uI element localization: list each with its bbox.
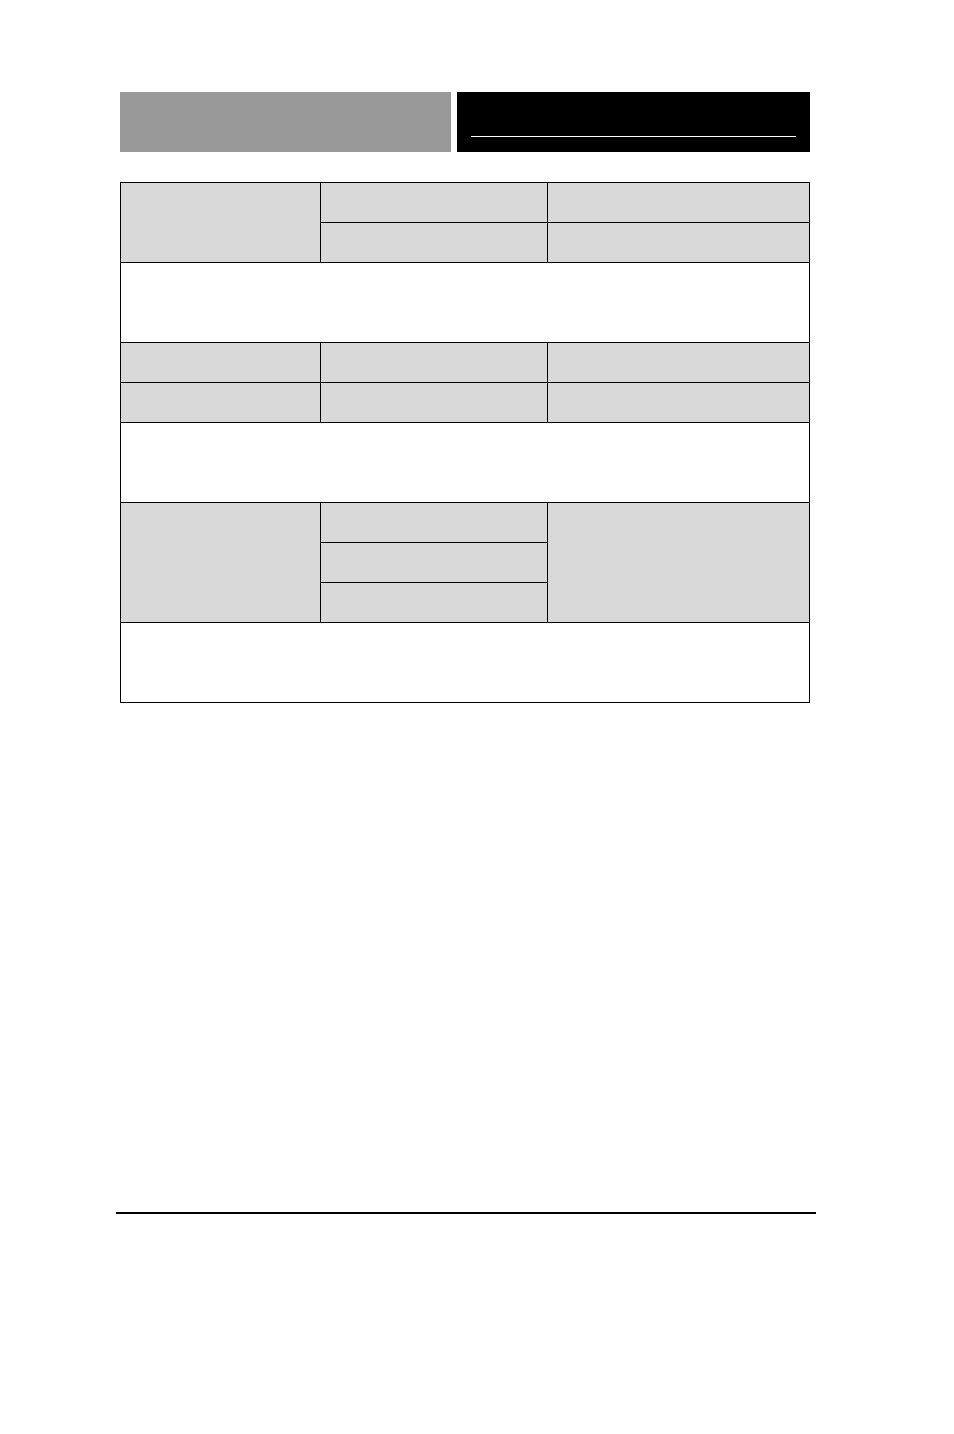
header-bar (120, 92, 810, 152)
block2-row2 (121, 383, 810, 423)
block3-notes (121, 623, 810, 703)
block1-notes-row (121, 263, 810, 343)
header-right-block (457, 92, 810, 152)
block2-r1c3 (548, 343, 810, 383)
block1-row1 (121, 183, 810, 223)
block2-r2c3 (548, 383, 810, 423)
block2-r2c2 (320, 383, 547, 423)
block1-r2c3 (548, 223, 810, 263)
block1-notes (121, 263, 810, 343)
block1-r1c2 (320, 183, 547, 223)
block2-notes (121, 423, 810, 503)
block1-r1c3 (548, 183, 810, 223)
block2-r1c1 (121, 343, 321, 383)
block3-row1 (121, 503, 810, 543)
block3-notes-row (121, 623, 810, 703)
block1-r1c1 (121, 183, 321, 263)
block2-notes-row (121, 423, 810, 503)
block3-r1c1 (121, 503, 321, 623)
block2-row1 (121, 343, 810, 383)
block2-r1c2 (320, 343, 547, 383)
footer-rule (116, 1212, 816, 1216)
block3-r1c3 (548, 503, 810, 623)
header-left-block (120, 92, 451, 152)
block3-r1c2 (320, 503, 547, 543)
block3-r2c2 (320, 543, 547, 583)
form-table (120, 182, 810, 703)
block3-r3c2 (320, 583, 547, 623)
block1-r2c2 (320, 223, 547, 263)
block2-r2c1 (121, 383, 321, 423)
page-content (120, 92, 810, 703)
